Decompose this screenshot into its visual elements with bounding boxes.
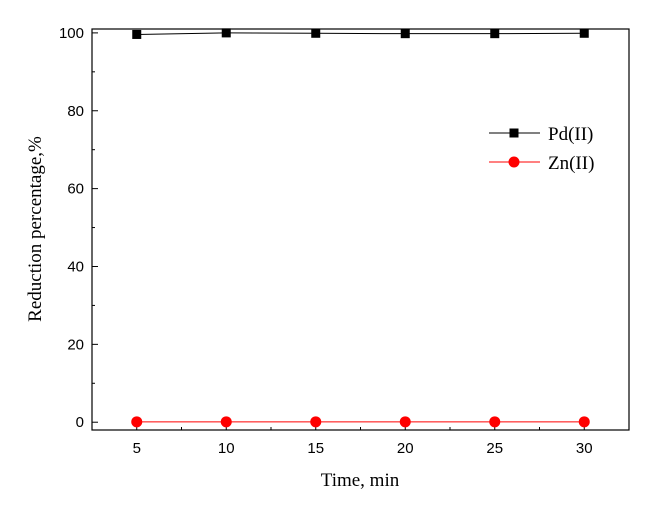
y-axis: 0 20 40 60 80 100: [59, 25, 98, 431]
series-line-0: [136, 32, 585, 35]
series-layer: [131, 28, 590, 428]
x-axis: 5 10 15 20 25 30: [133, 424, 593, 457]
y-tick-label: 20: [67, 336, 84, 353]
data-point-square: [579, 28, 589, 38]
y-tick-label: 60: [67, 181, 84, 198]
x-tick-label: 5: [133, 440, 141, 457]
y-tick-label: 100: [59, 25, 84, 42]
legend-marker-pd: [509, 128, 519, 138]
data-point-square: [311, 28, 321, 38]
data-point-square: [490, 29, 500, 39]
data-point-square: [221, 28, 231, 38]
y-tick-label: 40: [67, 258, 84, 275]
legend: Pd(II) Zn(II): [489, 124, 594, 174]
legend-marker-zn: [508, 156, 520, 168]
data-point-square: [400, 29, 410, 39]
y-tick-label: 80: [67, 103, 84, 120]
data-point-circle: [310, 416, 322, 428]
data-point-circle: [578, 416, 590, 428]
x-tick-label: 20: [397, 440, 414, 457]
x-axis-title: Time, min: [321, 470, 400, 491]
legend-label-pd: Pd(II): [548, 124, 593, 145]
x-tick-label: 25: [486, 440, 503, 457]
x-tick-label: 30: [576, 440, 593, 457]
plot-frame: [91, 28, 630, 431]
data-point-square: [132, 29, 142, 39]
data-point-circle: [489, 416, 501, 428]
x-tick-label: 10: [218, 440, 235, 457]
x-tick-label: 15: [307, 440, 324, 457]
y-tick-label: 0: [76, 414, 84, 431]
data-point-circle: [131, 416, 143, 428]
legend-label-zn: Zn(II): [548, 153, 594, 174]
legend-item-pd: Pd(II): [489, 124, 593, 145]
data-point-circle: [220, 416, 232, 428]
legend-item-zn: Zn(II): [489, 153, 594, 174]
data-point-circle: [399, 416, 411, 428]
y-axis-title: Reduction percentage,%: [25, 136, 46, 322]
